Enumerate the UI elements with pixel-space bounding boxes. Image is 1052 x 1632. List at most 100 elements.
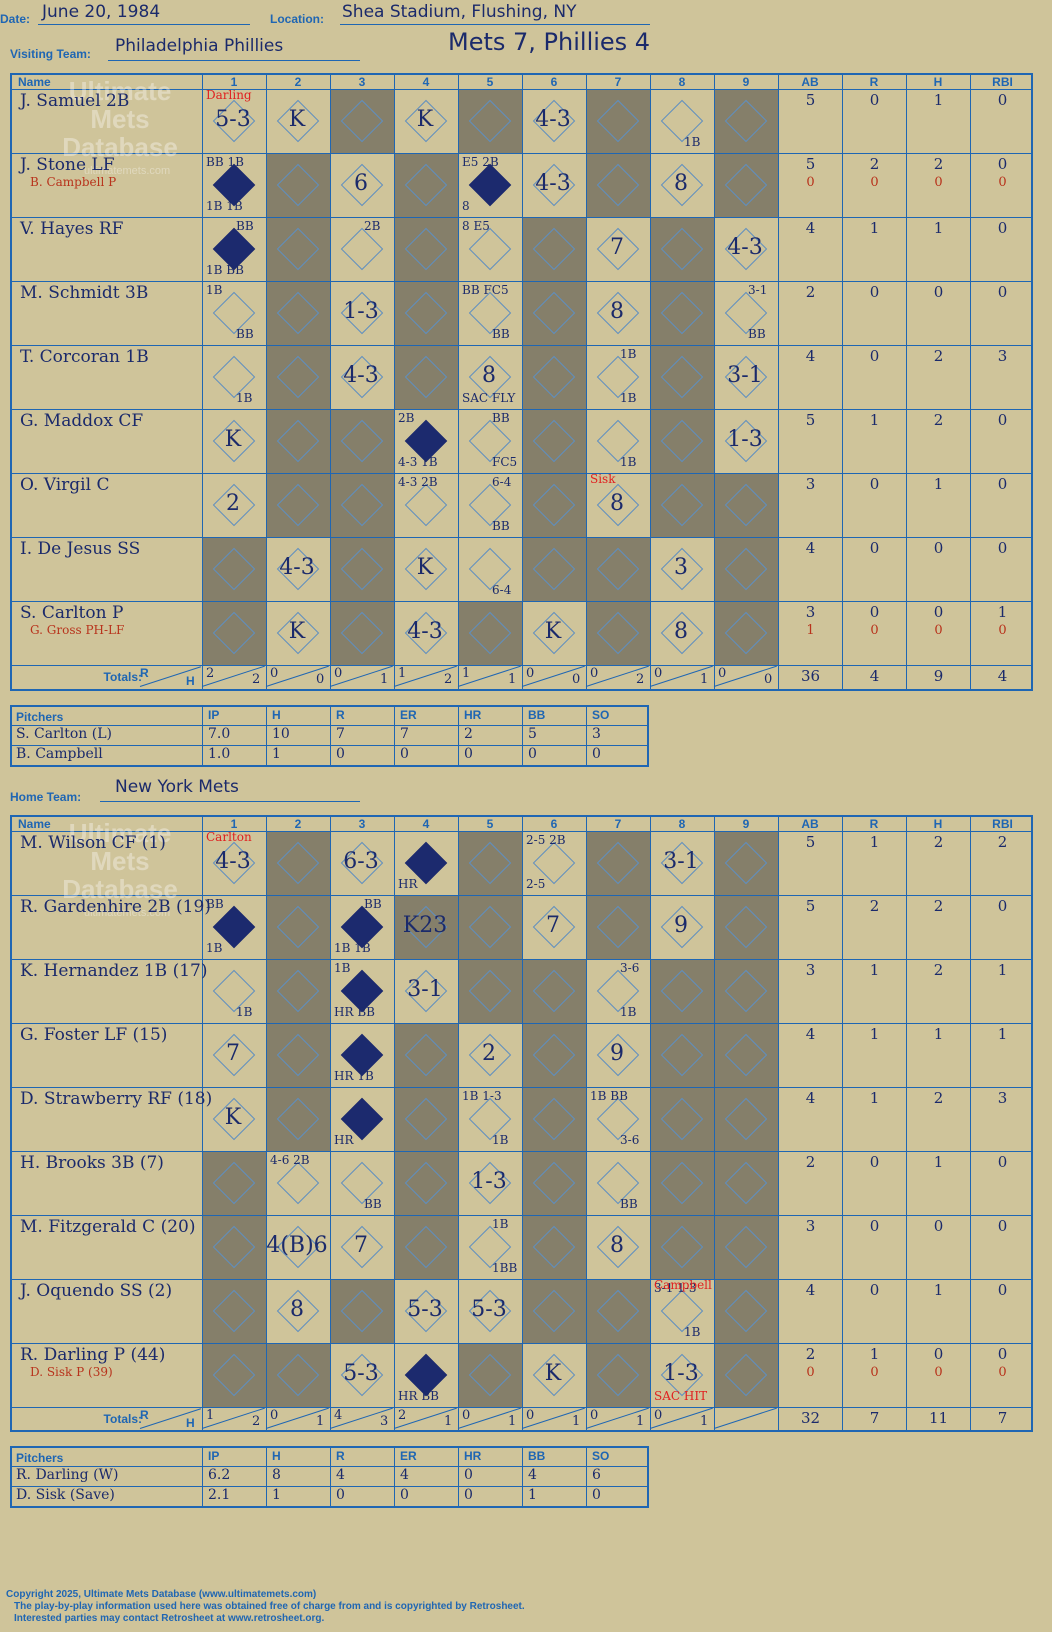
play-annotation: 1B 1B <box>206 199 243 213</box>
player-stat-h: 1 <box>933 91 944 109</box>
player-stat-rbi: 0 <box>997 283 1008 301</box>
inning-cell-shade <box>650 1215 714 1279</box>
play-result: 1-3 <box>343 299 379 324</box>
inning-cell-shade <box>714 153 778 217</box>
play-result: 4-3 <box>215 849 251 874</box>
game-total-h: 11 <box>928 1409 949 1427</box>
pitcher-col-er: ER <box>400 708 417 722</box>
game-date: June 20, 1984 <box>42 2 161 22</box>
play-annotation: BB <box>236 219 254 233</box>
inning-cell-shade <box>714 1215 778 1279</box>
inning-cell-shade <box>650 409 714 473</box>
game-total-ab: 32 <box>800 1409 821 1427</box>
inning-cell-shade <box>202 1151 266 1215</box>
play-annotation: BB <box>620 1197 638 1211</box>
inning-cell-shade <box>714 89 778 153</box>
pitchers-header: Pitchers <box>16 710 64 724</box>
date-underline <box>38 24 250 25</box>
inning-cell-shade <box>586 1343 650 1407</box>
pitcher-col-divider <box>266 1448 267 1506</box>
inning-cell-shade <box>714 1087 778 1151</box>
row-divider <box>12 1407 1031 1408</box>
play-annotation: BB <box>364 1197 382 1211</box>
inning-total-hits: 1 <box>444 1414 453 1429</box>
play-result: 4-3 <box>343 363 379 388</box>
inning-total-hits: 1 <box>508 1414 517 1429</box>
player-stat-r: 0 <box>869 603 880 621</box>
play-annotation: SAC FLY <box>462 391 516 405</box>
inning-cell-shade <box>266 473 330 537</box>
row-divider <box>12 409 1031 410</box>
inning-cell-shade <box>522 473 586 537</box>
play-result: K <box>416 107 434 132</box>
play-result: 8 <box>610 491 624 516</box>
inning-cell-shade <box>650 217 714 281</box>
column-divider <box>906 817 907 1430</box>
pitcher-stat: 10 <box>272 726 290 742</box>
inning-header-2: 2 <box>294 817 302 831</box>
inning-cell-shade <box>266 1343 330 1407</box>
pitcher-stat: 0 <box>592 746 601 762</box>
pitcher-col-h: H <box>272 1449 281 1463</box>
inning-total-runs: 0 <box>590 666 599 681</box>
inning-header-4: 4 <box>422 75 430 89</box>
play-result: 9 <box>610 1041 624 1066</box>
inning-total-runs: 0 <box>334 666 343 681</box>
play-annotation: BB <box>492 327 510 341</box>
watermark-logo: Ultimate Mets Database <box>50 819 190 903</box>
player-name: J. Samuel 2B <box>20 91 130 111</box>
row-divider <box>12 1023 1031 1024</box>
row-divider <box>12 1343 1031 1344</box>
totals-label: Totals: <box>103 670 142 684</box>
inning-header-5: 5 <box>486 817 494 831</box>
play-result: 8 <box>290 1297 304 1322</box>
inning-cell-shade <box>394 281 458 345</box>
pitcher-col-r: R <box>336 1449 345 1463</box>
play-annotation: 8 E5 <box>462 219 490 233</box>
play-annotation: 1B <box>334 961 351 975</box>
inning-cell-shade <box>714 473 778 537</box>
inning-cell-shade <box>266 217 330 281</box>
pitcher-stat: 8 <box>272 1467 281 1483</box>
play-annotation: BB FC5 <box>462 283 509 297</box>
inning-cell-shade <box>266 895 330 959</box>
inning-cell-shade <box>714 831 778 895</box>
play-annotation: 1B <box>492 1217 509 1231</box>
inning-cell-shade <box>458 895 522 959</box>
player-stat-h: 2 <box>933 1089 944 1107</box>
player-stat-h: 2 <box>933 411 944 429</box>
play-result: 8 <box>610 1233 624 1258</box>
play-result: 8 <box>610 299 624 324</box>
player-stat-ab: 4 <box>805 347 816 365</box>
pitcher-stat: 4 <box>400 1467 409 1483</box>
play-result: 8 <box>482 363 496 388</box>
inning-cell-shade <box>714 895 778 959</box>
player-name: I. De Jesus SS <box>20 539 141 559</box>
player-stat-r: 1 <box>869 1025 880 1043</box>
inning-cell-shade <box>522 1087 586 1151</box>
play-result: K <box>288 107 306 132</box>
inning-cell-shade <box>650 345 714 409</box>
player-stat-h: 0 <box>933 539 944 557</box>
play-annotation: 1B <box>620 391 637 405</box>
inning-cell-shade <box>394 1087 458 1151</box>
play-result: 7 <box>226 1041 240 1066</box>
play-result: 3-1 <box>663 849 699 874</box>
inning-total-hits: 1 <box>508 672 517 687</box>
play-result: 4(B)6 <box>266 1233 328 1258</box>
inning-cell-shade <box>266 1023 330 1087</box>
play-annotation: 1B <box>620 1005 637 1019</box>
player-name: R. Darling P (44) <box>20 1345 166 1365</box>
sub-stat-ab: 0 <box>806 175 815 190</box>
inning-total-hits: 1 <box>700 672 709 687</box>
inning-cell-shade <box>650 281 714 345</box>
play-annotation: 1B BB <box>206 263 244 277</box>
column-divider <box>842 817 843 1430</box>
player-stat-ab: 3 <box>805 475 816 493</box>
pitcher-col-ip: IP <box>208 1449 220 1463</box>
player-stat-h: 0 <box>933 1345 944 1363</box>
player-stat-r: 1 <box>869 219 880 237</box>
column-divider <box>202 75 203 689</box>
play-result: 6-3 <box>343 849 379 874</box>
player-stat-r: 0 <box>869 283 880 301</box>
